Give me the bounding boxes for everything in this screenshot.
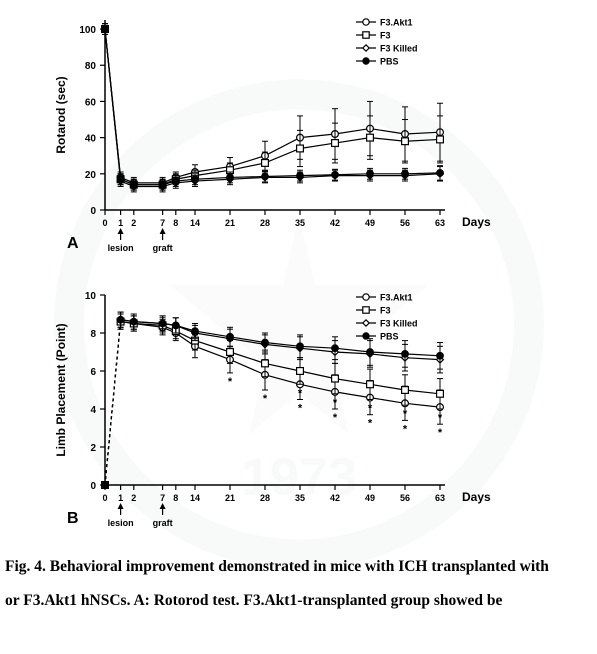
- svg-text:8: 8: [173, 218, 178, 228]
- svg-text:49: 49: [365, 493, 375, 503]
- svg-text:7: 7: [160, 493, 165, 503]
- svg-text:graft: graft: [153, 243, 173, 253]
- svg-text:*: *: [228, 376, 233, 388]
- svg-text:2: 2: [131, 493, 136, 503]
- svg-text:42: 42: [330, 493, 340, 503]
- svg-text:0: 0: [102, 218, 107, 228]
- svg-text:20: 20: [85, 170, 97, 181]
- svg-text:7: 7: [160, 218, 165, 228]
- svg-text:14: 14: [190, 218, 200, 228]
- svg-text:*: *: [298, 387, 303, 399]
- svg-text:graft: graft: [153, 518, 173, 528]
- svg-text:1: 1: [118, 493, 123, 503]
- svg-text:F3.Akt1: F3.Akt1: [380, 18, 413, 28]
- svg-text:14: 14: [190, 493, 200, 503]
- caption-line2: or F3.Akt1 hNSCs. A: Rotorod test. F3.Ak…: [5, 592, 502, 609]
- svg-text:63: 63: [435, 218, 445, 228]
- svg-text:21: 21: [225, 218, 235, 228]
- svg-text:*: *: [333, 397, 338, 409]
- svg-text:F3.Akt1: F3.Akt1: [380, 293, 413, 303]
- svg-text:*: *: [263, 393, 268, 405]
- svg-text:28: 28: [260, 218, 270, 228]
- svg-text:A: A: [67, 235, 79, 252]
- svg-text:35: 35: [295, 218, 305, 228]
- svg-text:F3 Killed: F3 Killed: [380, 319, 418, 329]
- svg-text:8: 8: [173, 493, 178, 503]
- figure-charts: 020406080100012781421283542495663Rotarod…: [0, 0, 597, 530]
- svg-text:PBS: PBS: [380, 332, 399, 342]
- svg-text:*: *: [368, 418, 373, 430]
- svg-text:42: 42: [330, 218, 340, 228]
- svg-text:Days: Days: [462, 490, 491, 504]
- svg-text:21: 21: [225, 493, 235, 503]
- svg-text:0: 0: [90, 481, 96, 492]
- svg-text:2: 2: [90, 443, 96, 454]
- svg-text:40: 40: [85, 134, 97, 145]
- charts-svg: 020406080100012781421283542495663Rotarod…: [0, 0, 597, 530]
- svg-text:*: *: [333, 412, 338, 424]
- svg-text:F3 Killed: F3 Killed: [380, 44, 418, 54]
- svg-text:4: 4: [90, 405, 96, 416]
- svg-text:80: 80: [85, 61, 97, 72]
- svg-text:Limb Placement (Point): Limb Placement (Point): [54, 323, 68, 456]
- svg-text:lesion: lesion: [108, 243, 134, 253]
- svg-text:*: *: [403, 408, 408, 420]
- svg-text:*: *: [368, 403, 373, 415]
- svg-text:35: 35: [295, 493, 305, 503]
- svg-text:*: *: [298, 403, 303, 415]
- svg-text:0: 0: [102, 493, 107, 503]
- svg-text:lesion: lesion: [108, 518, 134, 528]
- svg-text:F3: F3: [380, 306, 391, 316]
- figure-caption: Fig. 4. Behavioral improvement demonstra…: [0, 530, 597, 618]
- svg-text:Days: Days: [462, 215, 491, 229]
- svg-text:56: 56: [400, 493, 410, 503]
- svg-text:56: 56: [400, 218, 410, 228]
- svg-text:Rotarod (sec): Rotarod (sec): [54, 76, 68, 153]
- svg-text:100: 100: [79, 25, 96, 36]
- caption-line1: Fig. 4. Behavioral improvement demonstra…: [5, 558, 549, 575]
- svg-text:63: 63: [435, 493, 445, 503]
- svg-text:60: 60: [85, 97, 97, 108]
- svg-text:0: 0: [90, 206, 96, 217]
- svg-text:2: 2: [131, 218, 136, 228]
- svg-text:10: 10: [85, 291, 97, 302]
- svg-text:PBS: PBS: [380, 57, 399, 67]
- svg-text:28: 28: [260, 493, 270, 503]
- svg-text:8: 8: [90, 329, 96, 340]
- svg-text:1: 1: [118, 218, 123, 228]
- svg-text:*: *: [438, 427, 443, 439]
- svg-text:*: *: [403, 423, 408, 435]
- svg-text:6: 6: [90, 367, 96, 378]
- svg-text:*: *: [438, 412, 443, 424]
- svg-text:F3: F3: [380, 31, 391, 41]
- svg-text:B: B: [67, 510, 79, 527]
- svg-text:49: 49: [365, 218, 375, 228]
